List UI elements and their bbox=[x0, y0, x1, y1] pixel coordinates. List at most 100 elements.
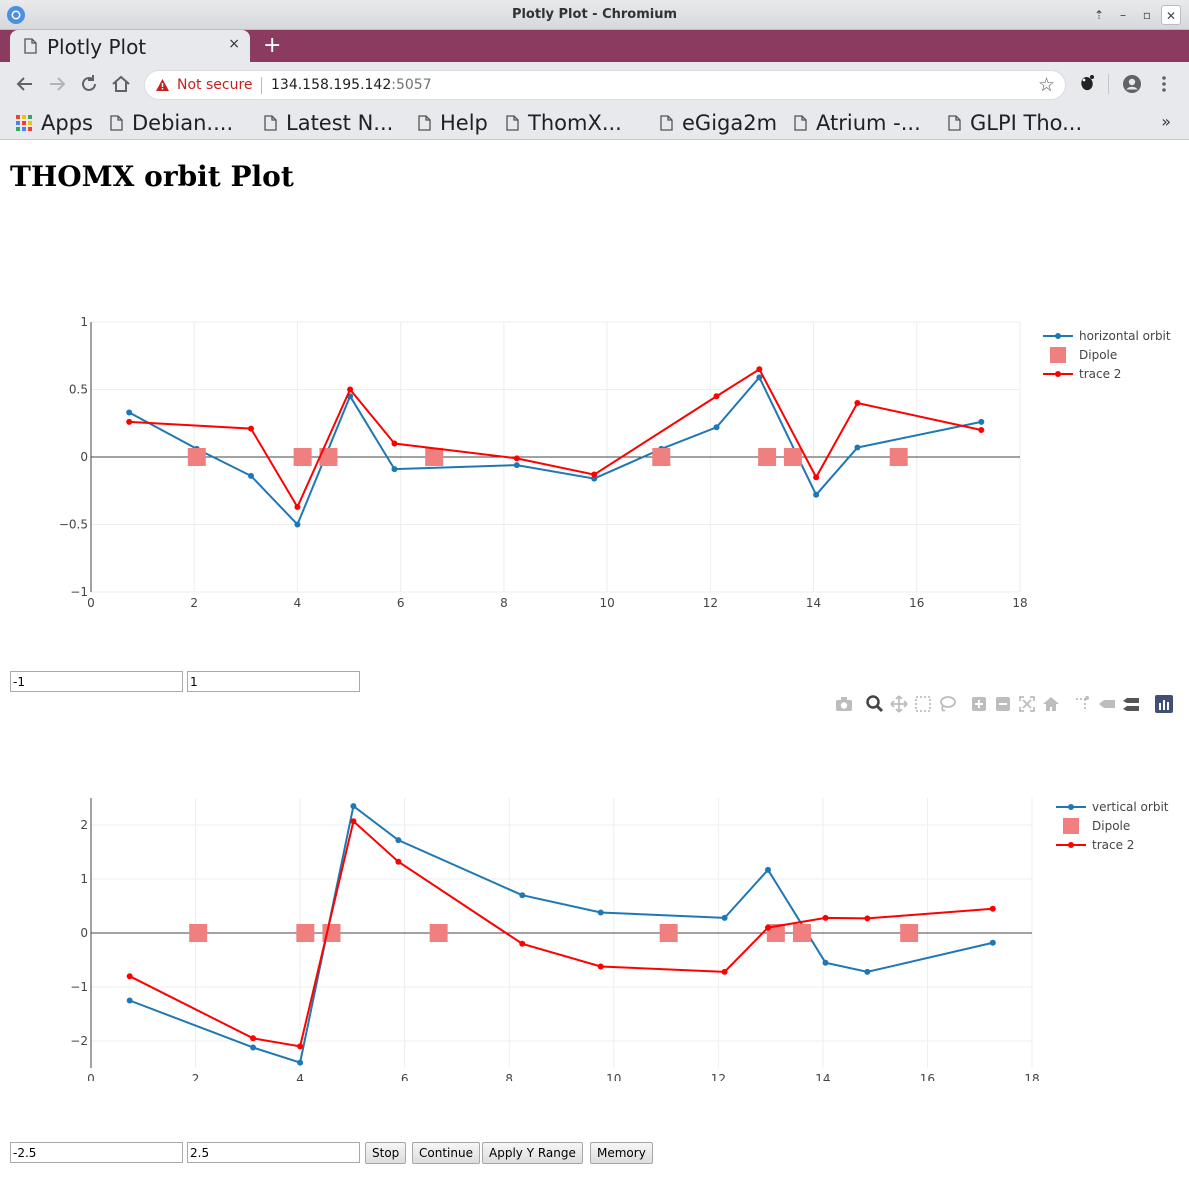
dipole-marker[interactable] bbox=[296, 924, 315, 942]
horizontal-orbit-point[interactable] bbox=[813, 491, 820, 498]
trace-2-point[interactable] bbox=[519, 940, 526, 947]
dipole-marker[interactable] bbox=[889, 448, 908, 466]
dipole-marker[interactable] bbox=[783, 448, 802, 466]
vertical-orbit-point[interactable] bbox=[519, 892, 526, 899]
trace-2-point[interactable] bbox=[247, 425, 254, 432]
vertical-orbit-point[interactable] bbox=[350, 803, 357, 810]
reset-axes-home-icon[interactable] bbox=[1041, 694, 1061, 714]
dipole-marker[interactable] bbox=[792, 924, 811, 942]
bookmark-latest-news[interactable]: Latest N... bbox=[264, 109, 393, 137]
dipole-marker[interactable] bbox=[900, 924, 919, 942]
horizontal-orbit-point[interactable] bbox=[713, 424, 720, 431]
new-tab-icon[interactable]: + bbox=[263, 33, 282, 58]
hover-compare-icon[interactable] bbox=[1121, 694, 1141, 714]
legend-label[interactable]: horizontal orbit bbox=[1079, 329, 1171, 343]
trace-2-point[interactable] bbox=[597, 963, 604, 970]
trace-2-point[interactable] bbox=[395, 858, 402, 865]
dipole-marker[interactable] bbox=[429, 924, 448, 942]
trace-2-point[interactable] bbox=[250, 1035, 257, 1042]
apply-y-range-button[interactable]: Apply Y Range bbox=[482, 1142, 583, 1164]
legend-dipole-swatch[interactable] bbox=[1050, 347, 1066, 363]
vertical-orbit-point[interactable] bbox=[764, 866, 771, 873]
dipole-marker[interactable] bbox=[766, 924, 785, 942]
trace-2-point[interactable] bbox=[391, 440, 398, 447]
trace-2-point[interactable] bbox=[294, 503, 301, 510]
horizontal-orbit-point[interactable] bbox=[854, 444, 861, 451]
dipole-marker[interactable] bbox=[652, 448, 671, 466]
legend-marker-swatch[interactable] bbox=[1055, 333, 1061, 339]
dipole-marker[interactable] bbox=[319, 448, 338, 466]
zoom-icon[interactable] bbox=[865, 694, 885, 714]
zoom-in-icon[interactable] bbox=[969, 694, 989, 714]
horizontal-orbit-point[interactable] bbox=[756, 374, 763, 381]
bookmark-debian[interactable]: Debian.... bbox=[110, 109, 233, 137]
v-y-max-input[interactable] bbox=[187, 1142, 360, 1163]
horizontal-orbit-point[interactable] bbox=[247, 472, 254, 479]
v-y-min-input[interactable] bbox=[10, 1142, 183, 1163]
horizontal-orbit-plot[interactable]: 0 2 4 6 8 10 12 14 16 18 −1 −0.5 0 0.5 1 horizontal orb… bbox=[0, 301, 1189, 611]
h-y-max-input[interactable] bbox=[187, 671, 360, 692]
address-bar[interactable]: Not secure 134.158.195.142:5057 ☆ bbox=[144, 70, 1066, 100]
vertical-orbit-point[interactable] bbox=[597, 909, 604, 916]
continue-button[interactable]: Continue bbox=[412, 1142, 480, 1164]
window-minimize-icon[interactable]: – bbox=[1120, 8, 1126, 22]
trace-2-point[interactable] bbox=[350, 818, 357, 825]
stop-button[interactable]: Stop bbox=[365, 1142, 407, 1164]
horizontal-orbit-point[interactable] bbox=[294, 521, 301, 528]
trace-2-point[interactable] bbox=[822, 914, 829, 921]
dipole-marker[interactable] bbox=[189, 924, 208, 942]
vertical-orbit-point[interactable] bbox=[250, 1044, 257, 1051]
dipole-marker[interactable] bbox=[187, 448, 206, 466]
dipole-marker[interactable] bbox=[659, 924, 678, 942]
trace-2-point[interactable] bbox=[347, 386, 354, 393]
pan-icon[interactable] bbox=[889, 694, 909, 714]
trace-2-point[interactable] bbox=[713, 393, 720, 400]
back-arrow-icon[interactable] bbox=[14, 73, 36, 95]
vertical-orbit-point[interactable] bbox=[395, 837, 402, 844]
reload-icon[interactable] bbox=[78, 73, 100, 95]
tab-plotly-plot[interactable]: Plotly Plot × bbox=[10, 30, 250, 62]
trace-2-point[interactable] bbox=[756, 366, 763, 373]
trace-2-point[interactable] bbox=[591, 471, 598, 478]
gnome-extension-icon[interactable] bbox=[1078, 74, 1096, 94]
dipole-marker[interactable] bbox=[293, 448, 312, 466]
security-label[interactable]: Not secure bbox=[177, 77, 253, 93]
bookmark-star-icon[interactable]: ☆ bbox=[1037, 74, 1055, 96]
window-keep-above-icon[interactable]: ⇡ bbox=[1093, 8, 1105, 22]
bookmark-help[interactable]: Help bbox=[418, 109, 488, 137]
bookmark-atrium[interactable]: Atrium -... bbox=[794, 109, 921, 137]
legend-label[interactable]: trace 2 bbox=[1092, 838, 1134, 852]
vertical-orbit-point[interactable] bbox=[989, 939, 996, 946]
horizontal-orbit-chart[interactable]: 0 2 4 6 8 10 12 14 16 18 −1 −0.5 0 0.5 1 horizontal orb… bbox=[0, 301, 1189, 611]
trace-2-point[interactable] bbox=[126, 973, 133, 980]
trace-2-point[interactable] bbox=[721, 968, 728, 975]
forward-arrow-icon[interactable] bbox=[46, 73, 68, 95]
horizontal-orbit-point[interactable] bbox=[126, 409, 133, 416]
trace-2-point[interactable] bbox=[864, 915, 871, 922]
vertical-orbit-point[interactable] bbox=[822, 959, 829, 966]
vertical-orbit-plot[interactable]: 0 2 4 6 8 10 12 14 16 18 −2 −1 0 1 2 vertical orbit Dipo… bbox=[0, 771, 1189, 1081]
menu-kebab-icon[interactable] bbox=[1158, 74, 1170, 94]
plotly-logo-icon[interactable] bbox=[1154, 694, 1174, 714]
profile-avatar-icon[interactable] bbox=[1122, 74, 1142, 94]
trace-2-point[interactable] bbox=[989, 905, 996, 912]
autoscale-icon[interactable] bbox=[1017, 694, 1037, 714]
tab-close-icon[interactable]: × bbox=[228, 36, 240, 52]
dipole-marker[interactable] bbox=[425, 448, 444, 466]
trace-2-point[interactable] bbox=[764, 924, 771, 931]
legend-marker-swatch[interactable] bbox=[1068, 804, 1074, 810]
trace-2-point[interactable] bbox=[978, 427, 985, 433]
legend-marker-swatch[interactable] bbox=[1068, 842, 1074, 848]
bookmark-glpi[interactable]: GLPI Tho... bbox=[948, 109, 1082, 137]
zoom-out-icon[interactable] bbox=[993, 694, 1013, 714]
legend-label[interactable]: Dipole bbox=[1092, 819, 1130, 833]
horizontal-orbit-point[interactable] bbox=[391, 466, 398, 473]
spike-lines-icon[interactable] bbox=[1073, 694, 1093, 714]
box-select-icon[interactable] bbox=[913, 694, 933, 714]
horizontal-orbit-point[interactable] bbox=[513, 462, 520, 469]
trace-2-point[interactable] bbox=[126, 418, 133, 425]
camera-icon[interactable] bbox=[834, 694, 854, 714]
legend-dipole-swatch[interactable] bbox=[1063, 818, 1079, 834]
bookmark-thomx[interactable]: ThomX... bbox=[506, 109, 622, 137]
